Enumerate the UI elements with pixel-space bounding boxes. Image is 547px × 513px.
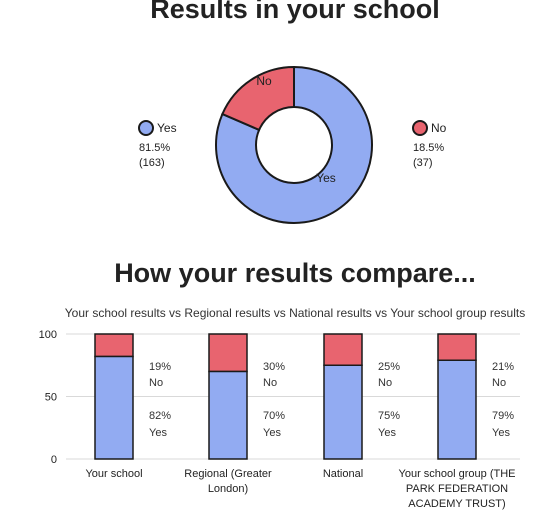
donut-slice-label-yes: Yes — [316, 171, 336, 185]
legend-count-yes: (163) — [139, 157, 165, 169]
legend-marker-yes — [138, 120, 154, 136]
no-value-label: 30% — [263, 361, 285, 373]
x-category-label: National — [323, 468, 363, 480]
yes-value-label: 79% — [492, 410, 514, 422]
x-category-label: PARK FEDERATION — [406, 483, 508, 495]
no-series-label: No — [378, 377, 392, 389]
legend-label-no: No — [431, 121, 447, 135]
bar-yes-segment — [94, 355, 134, 460]
bar-yes-segment — [323, 364, 363, 460]
yes-value-label: 75% — [378, 410, 400, 422]
no-series-label: No — [492, 377, 506, 389]
legend-count-no: (37) — [413, 157, 433, 169]
legend-marker-no — [412, 120, 428, 136]
bar-no-segment — [208, 333, 248, 373]
x-category-label: Your school group (THE — [399, 468, 516, 480]
x-category-label: London) — [208, 483, 248, 495]
bar-no-segment — [437, 333, 477, 361]
yes-value-label: 70% — [263, 410, 285, 422]
no-series-label: No — [263, 377, 277, 389]
donut-chart-title: Results in your school — [150, 0, 440, 24]
bar-yes-segment — [437, 359, 477, 460]
y-tick-label-50: 50 — [45, 392, 57, 404]
no-value-label: 25% — [378, 361, 400, 373]
legend-percent-no: 18.5% — [413, 142, 444, 154]
bar-no-segment — [94, 333, 134, 358]
donut-slice-label-no: No — [256, 74, 272, 88]
x-category-label: Regional (Greater — [184, 468, 272, 480]
bar-yes-segment — [208, 370, 248, 460]
donut-slice-yes — [215, 65, 373, 224]
no-value-label: 21% — [492, 361, 514, 373]
y-tick-label-100: 100 — [39, 329, 57, 341]
legend-percent-yes: 81.5% — [139, 142, 170, 154]
x-category-label: Your school — [85, 468, 142, 480]
yes-series-label: Yes — [378, 427, 396, 439]
no-series-label: No — [149, 377, 163, 389]
yes-series-label: Yes — [492, 427, 510, 439]
y-tick-label-0: 0 — [51, 454, 57, 466]
yes-value-label: 82% — [149, 410, 171, 422]
x-category-label: ACADEMY TRUST) — [408, 498, 505, 510]
yes-series-label: Yes — [149, 427, 167, 439]
legend-label-yes: Yes — [157, 121, 177, 135]
comparison-chart-title: How your results compare... — [114, 258, 476, 288]
comparison-chart-subtitle: Your school results vs Regional results … — [64, 306, 526, 320]
donut-slice-no — [221, 65, 295, 132]
bar-no-segment — [323, 333, 363, 366]
no-value-label: 19% — [149, 361, 171, 373]
yes-series-label: Yes — [263, 427, 281, 439]
